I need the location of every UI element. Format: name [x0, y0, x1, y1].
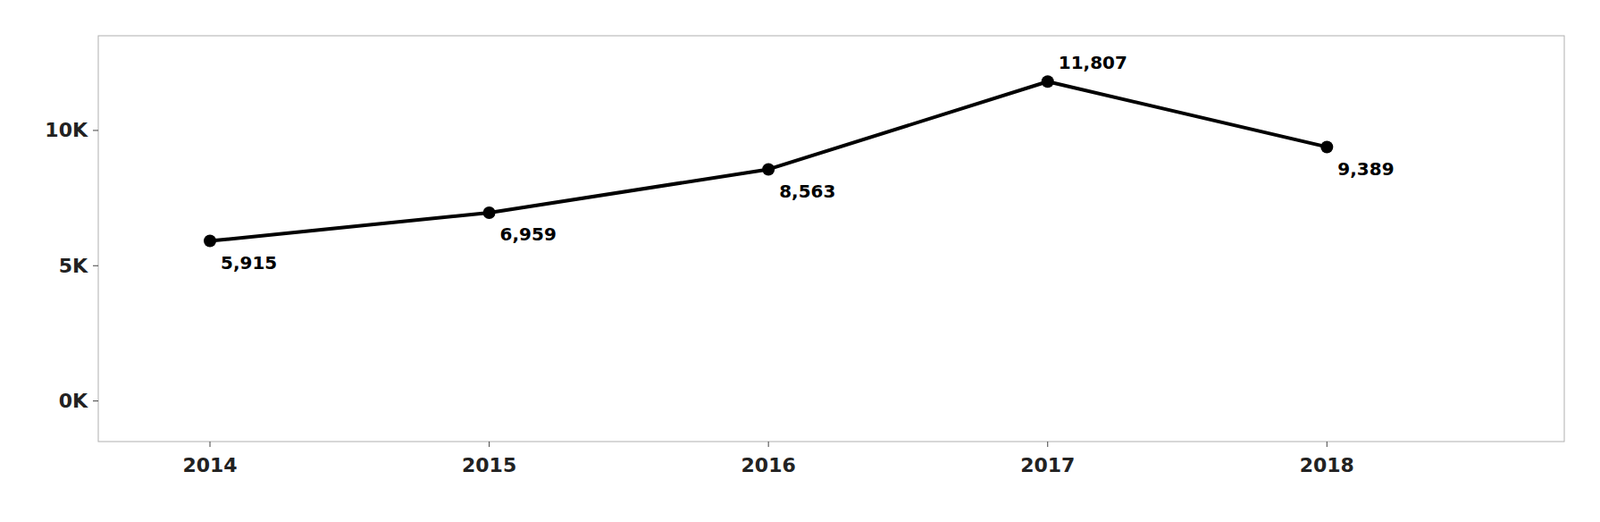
x-tick-label: 2014	[182, 453, 237, 477]
y-tick-label: 10K	[44, 118, 89, 142]
x-tick-label: 2015	[461, 453, 517, 477]
y-tick-label: 5K	[58, 254, 89, 277]
y-tick	[92, 400, 99, 402]
data-point	[762, 162, 775, 176]
chart-svg: 0K 5K 10K 2014 2015 2016 2017 2018 5,915 6,959 8,5…	[0, 0, 1600, 522]
x-tick-label: 2016	[741, 453, 796, 477]
y-tick	[92, 129, 99, 131]
chart-container: 0K 5K 10K 2014 2015 2016 2017 2018 5,915 6,959 8,5…	[0, 0, 1600, 522]
x-tick	[1326, 441, 1328, 447]
y-tick-label: 0K	[58, 389, 89, 412]
x-tick-label: 2017	[1020, 453, 1075, 477]
y-tick	[92, 265, 99, 267]
data-point	[1320, 140, 1333, 153]
plot-frame	[98, 35, 1565, 442]
data-label: 9,389	[1337, 158, 1394, 180]
x-tick	[209, 441, 211, 447]
data-label: 6,959	[500, 223, 557, 245]
data-line	[209, 81, 1327, 241]
x-tick	[1047, 441, 1048, 447]
data-point	[483, 206, 496, 219]
x-tick	[768, 441, 770, 447]
data-label: 11,807	[1058, 51, 1128, 74]
x-tick-label: 2018	[1299, 453, 1355, 477]
plot-area	[203, 75, 1333, 247]
data-label: 8,563	[779, 180, 836, 202]
data-label: 5,915	[220, 251, 277, 274]
data-point	[203, 234, 217, 248]
data-point	[1041, 75, 1055, 88]
x-tick	[488, 441, 490, 447]
